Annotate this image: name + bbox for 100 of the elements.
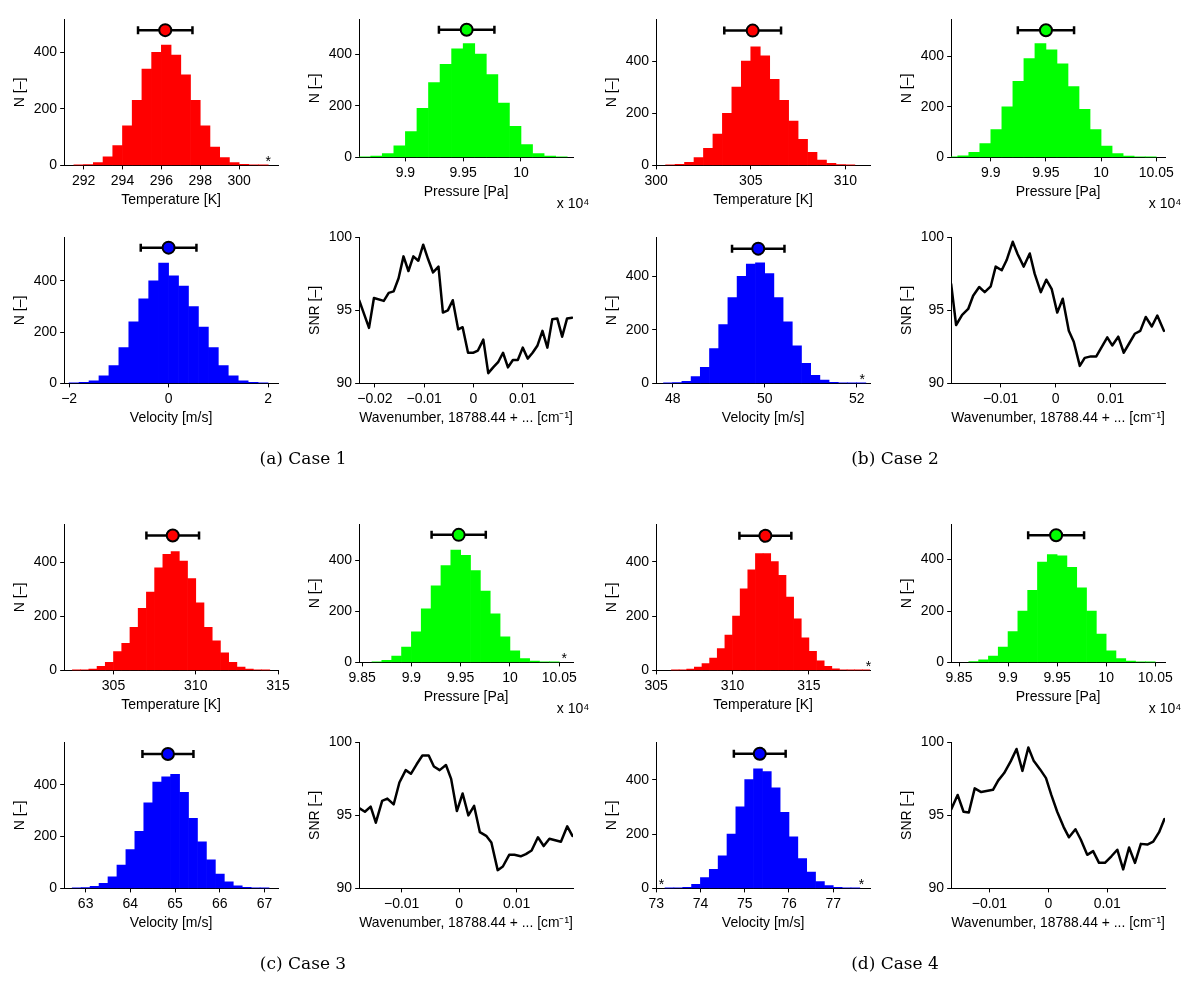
x-tick-label: 10 [502,668,518,685]
y-tick-label: 0 [344,148,353,165]
y-axis-title: SNR [–] [306,790,323,840]
x-tick-label: −0.01 [383,894,420,911]
x-axis-title: Wavenumber, 18788.44 + ... [cm⁻¹] [359,409,573,426]
x-tick-label: 9.85 [945,668,973,685]
x-tick-label: 310 [184,676,208,693]
x-axis-title: Velocity [m/s] [129,914,213,931]
y-axis-title: N [–] [306,578,323,609]
text: x 10⁴ [556,194,590,211]
y-tick-label: 200 [920,601,945,618]
x-tick-label: 10 [1098,668,1115,685]
y-tick-label: 0 [344,653,353,670]
x-tick-label: 9.95 [449,163,478,180]
y-tick-label: 95 [336,806,353,823]
x-tick-label: 305 [644,676,669,693]
y-axis-title: N [–] [11,582,28,613]
x-tick-label: 0.01 [1093,894,1122,911]
y-tick-label: 200 [328,602,353,619]
text: (c) Case 3 [258,953,348,973]
y-tick-label: 400 [33,553,58,570]
x-axis-title: Pressure [Pa] [423,183,509,200]
y-axis-title: N [–] [306,73,323,104]
x-tick-label: 9.85 [348,668,376,685]
y-axis-title: N [–] [603,77,620,108]
x-axis-title: Pressure [Pa] [1015,183,1101,200]
x-tick-label: 315 [797,676,821,693]
x-tick-label: −0.01 [971,894,1008,911]
x-tick-label: 77 [825,894,842,911]
y-tick-label: 95 [336,301,353,318]
y-tick-label: 90 [336,374,353,391]
y-tick-label: 400 [625,267,650,284]
x-tick-label: 310 [833,171,858,188]
x-tick-label: 300 [644,171,669,188]
y-tick-label: 90 [928,879,945,896]
y-tick-label: 400 [328,44,353,61]
x-axis-title: Temperature [K] [121,191,221,208]
y-tick-label: 400 [33,775,58,792]
x-tick-label: 10.05 [1138,163,1174,180]
y-tick-label: 200 [33,827,58,844]
x-axis-title: Wavenumber, 18788.44 + ... [cm⁻¹] [951,409,1165,426]
x-tick-label: −0.02 [357,389,393,406]
x-tick-label: 10 [513,163,529,180]
text: (a) Case 1 [258,448,348,468]
x-tick-label: 300 [227,171,252,188]
x-tick-label: 74 [692,894,709,911]
x-tick-label: 296 [149,171,174,188]
y-tick-label: 100 [328,228,353,245]
y-axis-title: N [–] [11,295,28,326]
y-tick-label: 200 [33,323,58,340]
annotation: * [658,876,665,893]
x-axis-title: Velocity [m/s] [129,409,213,426]
y-tick-label: 100 [920,228,945,245]
x-axis-title: Temperature [K] [713,191,813,208]
text: (b) Case 2 [850,448,940,468]
y-tick-label: 400 [920,46,945,63]
text: x 10⁴ [1148,699,1182,716]
x-tick-label: 66 [212,894,228,911]
x-tick-label: 0 [164,389,173,406]
y-tick-label: 0 [49,879,58,896]
y-tick-label: 200 [33,607,58,624]
x-tick-label: 310 [720,676,745,693]
x-tick-label: 0.01 [1096,389,1125,406]
x-tick-label: 0.01 [509,389,537,406]
y-axis-title: N [–] [603,582,620,613]
x-tick-label: 9.9 [998,668,1018,685]
y-axis-title: N [–] [603,800,620,831]
x-axis-title: Wavenumber, 18788.44 + ... [cm⁻¹] [951,914,1165,931]
y-tick-label: 400 [625,552,650,569]
x-tick-label: 9.95 [447,668,475,685]
text: x 10⁴ [556,699,590,716]
x-tick-label: 10.05 [1137,668,1173,685]
y-tick-label: 0 [936,653,945,670]
x-tick-label: 64 [122,894,139,911]
y-tick-label: 200 [625,824,650,841]
y-axis-title: SNR [–] [898,790,915,840]
x-tick-label: 9.9 [395,163,416,180]
x-tick-label: −2 [61,389,78,406]
x-tick-label: 0.01 [503,894,531,911]
y-axis-title: SNR [–] [306,285,323,335]
annotation: * [859,371,866,388]
x-tick-label: 9.95 [1043,668,1071,685]
x-tick-label: 292 [71,171,96,188]
y-tick-label: 200 [625,606,650,623]
y-tick-label: 400 [33,271,58,288]
x-tick-label: 305 [101,676,126,693]
x-axis-title: Temperature [K] [121,696,221,713]
x-tick-label: 73 [648,894,665,911]
y-tick-label: 90 [336,879,353,896]
y-tick-label: 90 [928,374,945,391]
x-tick-label: 298 [188,171,213,188]
x-axis-title: Velocity [m/s] [721,409,805,426]
text: x 10⁴ [1148,194,1182,211]
x-axis-title: Wavenumber, 18788.44 + ... [cm⁻¹] [359,914,573,931]
y-axis-title: N [–] [898,578,915,609]
y-tick-label: 400 [33,43,58,60]
x-tick-label: 9.9 [981,163,1001,180]
x-axis-title: Velocity [m/s] [721,914,805,931]
x-tick-label: −0.01 [982,389,1019,406]
x-tick-label: 63 [77,894,94,911]
